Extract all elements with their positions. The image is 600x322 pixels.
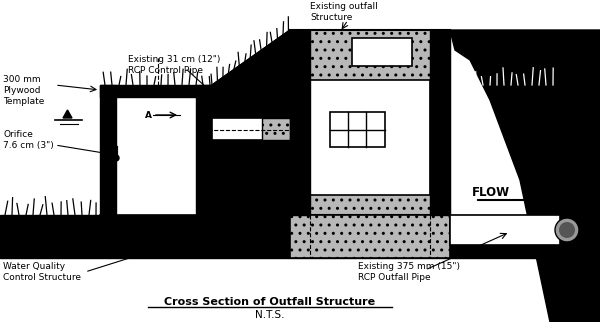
Text: A: A [145,243,152,252]
Circle shape [113,155,119,161]
Bar [100,215,212,240]
Text: A: A [145,110,152,119]
Bar [290,30,450,215]
Bar [116,97,196,215]
Bar [100,85,212,97]
Polygon shape [63,110,72,118]
Bar [100,85,116,215]
Bar [290,30,310,215]
Polygon shape [450,30,600,322]
Text: Existing 375 mm (15")
RCP Outfall Pipe: Existing 375 mm (15") RCP Outfall Pipe [358,262,460,282]
Bar [450,215,560,245]
Circle shape [555,218,579,242]
Bar [262,118,290,140]
Bar [329,112,385,147]
Bar [290,215,450,258]
Text: FLOW: FLOW [472,185,510,198]
Bar [212,118,290,140]
Bar [0,215,600,258]
Text: Existing 31 cm (12")
RCP Control Pipe: Existing 31 cm (12") RCP Control Pipe [128,55,220,75]
Bar [0,215,100,258]
Bar [352,38,412,66]
Text: Cross Section of Outfall Structure: Cross Section of Outfall Structure [164,297,376,307]
Polygon shape [212,140,290,215]
Circle shape [559,222,575,238]
Text: Orifice
7.6 cm (3"): Orifice 7.6 cm (3") [3,130,54,150]
Polygon shape [212,30,290,118]
Bar [196,85,212,215]
Bar [450,215,600,258]
Bar [0,215,290,258]
Text: 300 mm
Plywood
Template: 300 mm Plywood Template [3,75,44,106]
Polygon shape [212,30,290,118]
Text: N.T.S.: N.T.S. [255,310,285,320]
Text: Existing outfall
Structure: Existing outfall Structure [310,2,378,22]
Bar [430,30,450,215]
Text: Water Quality
Control Structure: Water Quality Control Structure [3,262,81,282]
Bar [310,80,430,195]
